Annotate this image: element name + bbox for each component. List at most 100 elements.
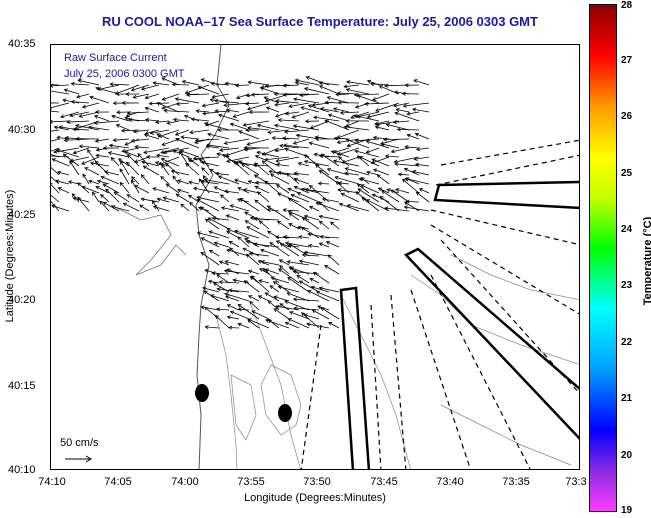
current-vector — [338, 182, 350, 185]
current-vector-head — [335, 181, 340, 186]
current-vector-head — [300, 226, 305, 231]
current-vector — [364, 102, 390, 105]
current-vector — [412, 108, 430, 113]
current-vector-head — [60, 114, 65, 119]
current-vector — [313, 116, 340, 122]
current-vector — [366, 147, 380, 153]
current-vector — [288, 210, 310, 221]
current-vector — [68, 181, 80, 185]
current-vector — [256, 151, 280, 158]
current-vector — [337, 92, 360, 95]
current-vector-head — [69, 160, 74, 165]
current-vector — [90, 162, 110, 167]
current-vector-head — [289, 266, 294, 271]
current-vector-head — [345, 138, 350, 143]
current-vector-head — [187, 157, 192, 162]
current-vector-head — [125, 92, 130, 97]
current-vector-head — [228, 288, 233, 293]
current-vector — [248, 270, 260, 275]
current-vector-head — [371, 193, 376, 198]
current-vector-head — [216, 152, 221, 157]
current-vector — [359, 156, 380, 167]
current-vector — [309, 278, 320, 284]
current-vector — [214, 242, 230, 248]
current-vector-head — [246, 106, 252, 111]
current-vector — [265, 319, 290, 329]
current-vector — [156, 133, 170, 140]
current-vector-head — [263, 96, 268, 101]
current-vector — [283, 209, 300, 212]
current-vector — [247, 138, 270, 145]
current-vector-head — [95, 153, 100, 158]
current-vector — [273, 281, 290, 293]
current-vector-head — [339, 110, 344, 115]
buoy-marker-1 — [195, 384, 209, 402]
current-vector — [79, 111, 100, 117]
current-vector-head — [401, 91, 406, 96]
current-vector-head — [366, 114, 371, 119]
current-vector — [241, 163, 260, 176]
current-vector — [264, 292, 280, 302]
current-vector — [333, 108, 350, 113]
current-vector — [51, 90, 70, 95]
current-vector — [197, 232, 220, 239]
current-vector-head — [188, 194, 193, 199]
current-vector-head — [161, 96, 166, 101]
current-vector — [226, 228, 250, 239]
current-vector-head — [326, 167, 331, 172]
current-vector-head — [287, 277, 292, 281]
current-vector — [215, 315, 230, 329]
current-vector-head — [277, 285, 282, 290]
current-vector-head — [125, 161, 130, 166]
current-vector-head — [226, 315, 231, 320]
current-vector — [98, 84, 120, 90]
current-vector-head — [244, 211, 249, 216]
current-vector — [273, 308, 290, 320]
current-vector — [327, 168, 350, 176]
current-vector-head — [307, 104, 313, 109]
current-vector-head — [277, 170, 282, 175]
current-vector-head — [301, 312, 306, 317]
current-vector — [220, 194, 230, 203]
current-vector — [224, 190, 240, 194]
current-vector-head — [314, 136, 320, 141]
current-vector — [96, 154, 110, 158]
current-vector-head — [337, 156, 343, 161]
current-vector — [288, 318, 310, 329]
ytick-label: 40:25 — [8, 209, 36, 221]
current-vector — [406, 201, 420, 203]
current-vector — [236, 93, 250, 99]
current-vector — [143, 165, 160, 176]
current-vector — [145, 93, 160, 99]
current-vector-head — [223, 269, 229, 274]
current-vector — [338, 156, 350, 167]
current-vector-head — [216, 274, 221, 278]
current-vector-head — [266, 205, 271, 210]
current-vector-head — [81, 104, 87, 109]
current-vector-head — [271, 136, 276, 141]
current-vector-head — [70, 81, 75, 86]
current-vector — [335, 93, 350, 95]
current-vector-head — [275, 162, 280, 167]
current-vector-head — [415, 191, 420, 196]
current-vector — [344, 84, 360, 88]
xtick-label: 73:50 — [303, 476, 331, 488]
current-vector-head — [325, 241, 331, 245]
current-vector-head — [320, 153, 325, 158]
current-vector-head — [374, 125, 380, 130]
current-vector — [51, 84, 70, 87]
current-vector-head — [248, 295, 253, 299]
current-vector-head — [81, 161, 86, 165]
current-vector-head — [377, 187, 383, 192]
current-vector-head — [289, 311, 294, 315]
current-vector — [214, 110, 230, 113]
current-vector — [101, 176, 120, 185]
current-vector-head — [228, 240, 233, 245]
current-vector — [219, 261, 230, 266]
current-vector-head — [204, 218, 210, 223]
current-vector-head — [254, 199, 259, 204]
current-vector — [312, 309, 330, 320]
current-vector-head — [144, 95, 149, 100]
current-vector-head — [214, 171, 220, 176]
current-vector-head — [209, 168, 214, 173]
